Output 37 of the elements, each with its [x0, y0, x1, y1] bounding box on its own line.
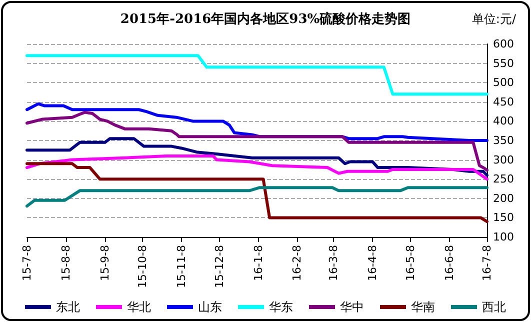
legend-label: 华中	[340, 300, 364, 314]
line-series	[26, 162, 488, 224]
x-tick-label: 16-2-8	[290, 245, 304, 281]
y-tick-label: 300	[493, 153, 514, 166]
x-tick-label: 15-12-8	[212, 245, 226, 288]
y-tick-label: 550	[493, 56, 514, 70]
x-tick-label: 15-8-8	[59, 245, 72, 281]
line-series	[26, 186, 488, 208]
y-tick-label: 600	[493, 38, 514, 50]
x-tick-label: 16-3-8	[327, 245, 340, 281]
y-tick-label: 200	[493, 192, 514, 205]
line-series	[26, 110, 488, 172]
legend-label: 西北	[482, 300, 506, 314]
legend-label: 东北	[56, 300, 80, 314]
x-tick-label: 16-4-8	[366, 245, 380, 281]
x-tick-label: 15-10-8	[136, 245, 150, 288]
x-tick-label: 15-9-8	[98, 245, 112, 281]
x-tick-label: 16-5-8	[404, 245, 417, 281]
legend-label: 华北	[127, 300, 151, 314]
x-tick-label: 16-6-8	[442, 245, 456, 281]
y-tick-label: 450	[493, 95, 514, 108]
y-tick-label: 350	[493, 134, 514, 147]
legend-label: 华南	[411, 300, 435, 314]
text: 单位:元/	[472, 12, 517, 26]
x-tick-label: 15-7-8	[20, 245, 34, 281]
chart-title: 2015年-2016年国内各地区93%硫酸价格走势图	[120, 11, 411, 27]
legend-label: 山东	[198, 300, 222, 314]
x-tick-label: 16-1-8	[252, 245, 265, 281]
x-tick-label: 16-7-8	[480, 245, 494, 281]
y-tick-label: 100	[493, 230, 514, 244]
y-tick-label: 150	[493, 211, 514, 224]
y-tick-label: 500	[493, 76, 514, 90]
y-tick-label: 400	[493, 114, 514, 128]
legend-label: 华东	[269, 300, 293, 314]
line-series	[26, 154, 488, 181]
y-tick-label: 250	[493, 172, 514, 186]
x-tick-label: 15-11-8	[175, 245, 188, 288]
